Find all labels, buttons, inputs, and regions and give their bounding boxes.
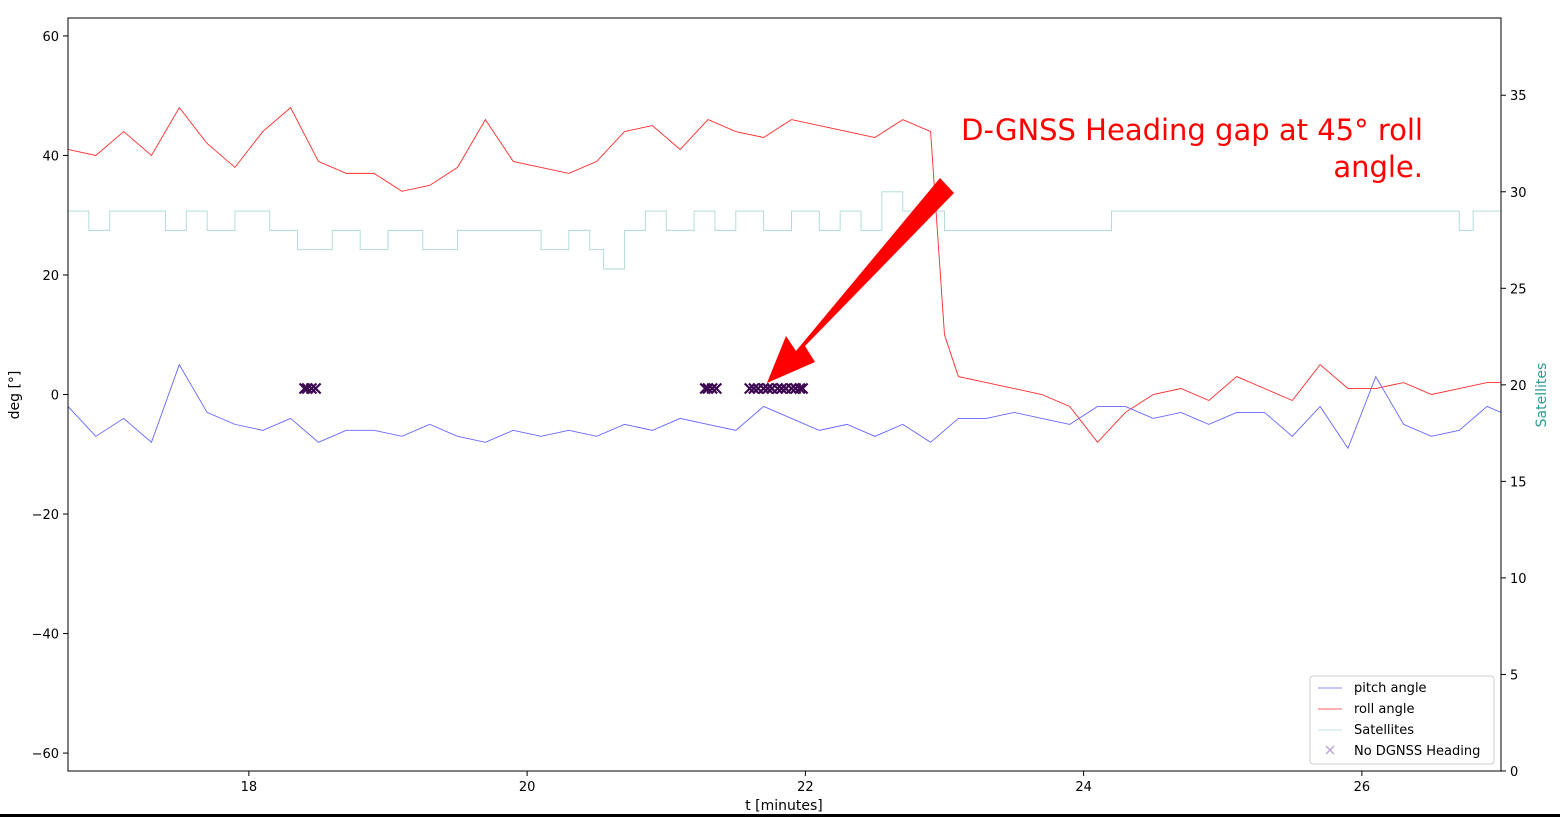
series-no-dgnss-heading	[298, 382, 809, 395]
y2-tick-label: 35	[1510, 89, 1527, 104]
legend-label-satellites: Satellites	[1354, 723, 1414, 738]
y2-tick-label: 30	[1510, 186, 1527, 201]
series-pitch-angle-line	[68, 363, 1501, 450]
no-dgnss-marker	[762, 382, 774, 395]
annotation-line-2: angle.	[1333, 150, 1423, 184]
no-dgnss-marker	[301, 382, 314, 395]
series-roll-angle-line	[68, 106, 1501, 444]
no-dgnss-marker	[785, 382, 798, 395]
legend-label-pitch: pitch angle	[1354, 681, 1427, 696]
y2-tick-label: 25	[1510, 282, 1527, 297]
no-dgnss-marker	[771, 382, 784, 395]
no-dgnss-marker	[702, 382, 714, 395]
annotation: D-GNSS Heading gap at 45° roll angle.	[767, 113, 1423, 383]
series-layer	[68, 106, 1501, 450]
x-tick-label: 24	[1075, 780, 1092, 795]
x-tick-label: 20	[519, 780, 536, 795]
ticks-layer: 18 20 22 24 26 −60 −40 −20 0 20 40 60 0 5 10 15 20 25 30 35	[32, 30, 1527, 795]
no-dgnss-marker	[796, 382, 809, 395]
legend-box	[1309, 675, 1495, 765]
y-tick-label: −40	[32, 628, 59, 643]
y2-tick-label: 0	[1510, 765, 1518, 780]
no-dgnss-marker	[706, 382, 718, 395]
bottom-rule	[0, 814, 1560, 817]
series-satellites-line	[68, 191, 1501, 270]
no-dgnss-marker	[775, 382, 788, 395]
y-tick-label: 20	[42, 269, 59, 284]
no-dgnss-marker	[305, 382, 318, 395]
x-tick-label: 22	[797, 780, 814, 795]
y-axis-label: deg [°]	[7, 371, 23, 420]
legend: pitch angle roll angle Satellites No DGN…	[1309, 675, 1495, 765]
annotation-line-1: D-GNSS Heading gap at 45° roll	[961, 113, 1423, 147]
x-axis-label: t [minutes]	[745, 798, 823, 814]
annotation-arrow	[767, 178, 954, 383]
y-tick-label: −20	[32, 508, 59, 523]
legend-label-no-dgnss: No DGNSS Heading	[1354, 744, 1480, 759]
y2-tick-label: 15	[1510, 475, 1527, 490]
y-tick-label: −60	[32, 747, 59, 762]
y2-axis-label: Satellites	[1534, 363, 1550, 428]
no-dgnss-marker	[710, 382, 723, 395]
legend-swatch-no-dgnss-x	[1325, 745, 1335, 755]
y-tick-label: 60	[42, 30, 59, 45]
y-tick-label: 0	[51, 389, 59, 404]
y2-tick-label: 20	[1510, 379, 1527, 394]
no-dgnss-marker	[743, 382, 756, 395]
no-dgnss-marker	[757, 382, 770, 395]
y2-tick-label: 10	[1510, 572, 1527, 587]
y-tick-label: 40	[42, 149, 59, 164]
no-dgnss-marker	[794, 382, 806, 395]
no-dgnss-marker	[309, 382, 322, 395]
x-tick-label: 26	[1354, 780, 1371, 795]
legend-label-roll: roll angle	[1354, 702, 1414, 717]
y2-tick-label: 5	[1510, 668, 1518, 683]
no-dgnss-marker	[748, 382, 760, 395]
x-tick-label: 18	[241, 780, 258, 795]
